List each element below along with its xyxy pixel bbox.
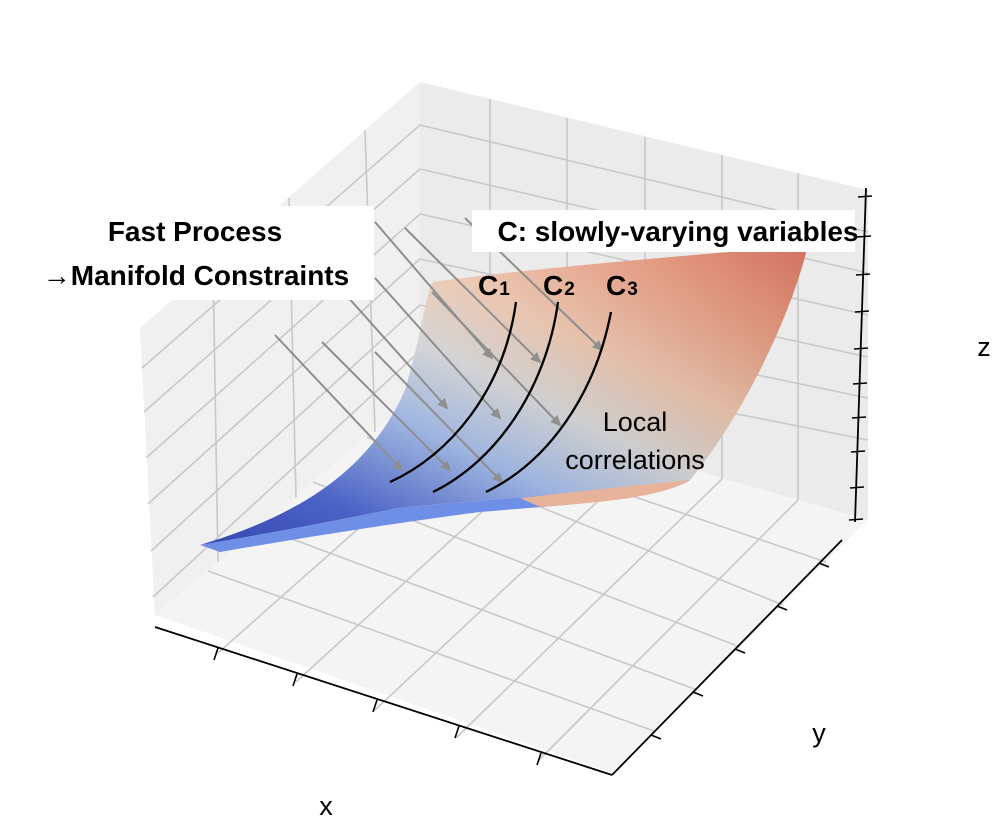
curve-label-c1-letter: C bbox=[478, 270, 498, 301]
curve-label-c2-sub: 2 bbox=[564, 279, 575, 300]
curve-label-c3: C3 bbox=[606, 270, 638, 301]
manifold-surface bbox=[200, 245, 808, 552]
curve-label-c3-sub: 3 bbox=[627, 279, 638, 300]
curve-c3 bbox=[485, 311, 613, 494]
surface-shading bbox=[200, 245, 808, 545]
slow-variables-label-bg bbox=[472, 210, 855, 252]
arrow-5 bbox=[374, 277, 502, 420]
fast-process-label-bg bbox=[22, 206, 374, 300]
z-axis-label: z bbox=[977, 332, 991, 362]
arrow-2 bbox=[321, 341, 452, 472]
curve-label-c2: C2 bbox=[543, 270, 575, 301]
curve-label-c3-letter: C bbox=[606, 270, 626, 301]
surface-front-lip-warm bbox=[520, 480, 690, 507]
z-axis-line bbox=[854, 187, 867, 523]
y-axis-label: y bbox=[812, 718, 826, 748]
curve-c2 bbox=[432, 301, 560, 494]
arrow-7 bbox=[374, 221, 494, 360]
local-correlations-line2: correlations bbox=[565, 445, 705, 475]
slow-variables-label: C: slowly-varying variables bbox=[497, 216, 858, 247]
arrow-1 bbox=[274, 334, 404, 472]
curve-label-c1: C1 bbox=[478, 270, 510, 301]
local-correlations-line1: Local bbox=[603, 407, 668, 437]
slow-variable-curves bbox=[389, 301, 613, 494]
x-axis-label: x bbox=[319, 791, 333, 821]
y-axis-line bbox=[611, 539, 843, 776]
arrow-8 bbox=[404, 227, 542, 364]
curve-label-c1-sub: 1 bbox=[499, 279, 510, 300]
fast-process-line1: Fast Process bbox=[108, 216, 282, 247]
y-axis-ticks bbox=[650, 562, 830, 740]
curve-label-c2-letter: C bbox=[543, 270, 563, 301]
curve-c1 bbox=[389, 301, 518, 484]
axis-edges bbox=[154, 187, 873, 776]
curve-labels: C1 C2 C3 bbox=[478, 270, 638, 301]
z-axis-ticks bbox=[848, 195, 873, 521]
x-axis-ticks bbox=[213, 647, 542, 766]
fast-process-line2: →Manifold Constraints bbox=[43, 260, 349, 291]
arrow-3 bbox=[374, 351, 504, 484]
x-axis-line bbox=[154, 626, 613, 776]
